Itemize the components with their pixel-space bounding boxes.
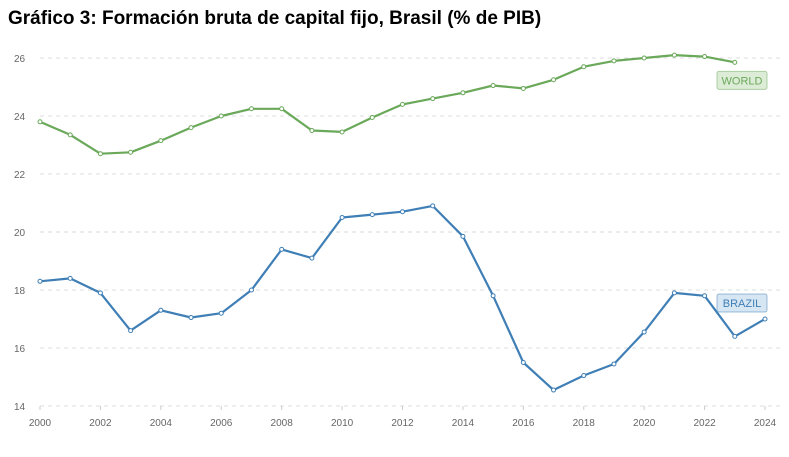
data-point-world[interactable]	[460, 90, 466, 96]
data-point-brazil[interactable]	[641, 329, 647, 335]
x-tick-label: 2022	[693, 418, 716, 429]
data-point-brazil[interactable]	[339, 215, 345, 220]
data-point-brazil[interactable]	[158, 307, 164, 313]
y-tick-label: 14	[14, 402, 26, 413]
x-tick-label: 2000	[29, 418, 52, 429]
data-point-brazil[interactable]	[279, 246, 285, 252]
data-point-world[interactable]	[37, 119, 43, 125]
data-point-world[interactable]	[309, 128, 315, 133]
x-tick-label: 2006	[210, 418, 233, 429]
x-tick-label: 2008	[271, 418, 294, 429]
data-point-world[interactable]	[551, 77, 557, 83]
y-tick-label: 18	[14, 286, 26, 297]
data-point-brazil[interactable]	[611, 361, 617, 367]
data-point-brazil[interactable]	[97, 290, 103, 296]
data-point-brazil[interactable]	[551, 387, 557, 393]
data-point-brazil[interactable]	[490, 293, 496, 299]
data-point-world[interactable]	[188, 125, 194, 131]
data-point-world[interactable]	[279, 106, 285, 112]
data-point-brazil[interactable]	[37, 278, 43, 284]
data-point-brazil[interactable]	[520, 360, 526, 365]
data-point-world[interactable]	[732, 59, 738, 65]
series-line-brazil	[39, 204, 766, 392]
data-point-world[interactable]	[158, 138, 164, 144]
data-point-brazil[interactable]	[671, 290, 677, 296]
x-tick-label: 2010	[331, 418, 354, 429]
data-point-brazil[interactable]	[67, 275, 73, 281]
x-tick-label: 2020	[633, 418, 656, 429]
data-point-brazil[interactable]	[309, 255, 315, 261]
data-point-brazil[interactable]	[581, 373, 587, 379]
y-tick-label: 24	[14, 112, 26, 123]
series-label-world: WORLD	[722, 75, 763, 87]
data-point-world[interactable]	[611, 58, 617, 64]
series-labels: WORLD BRAZIL	[716, 70, 768, 313]
y-tick-label: 22	[14, 170, 26, 181]
chart-title: Gráfico 3: Formación bruta de capital fi…	[8, 8, 542, 29]
data-point-brazil[interactable]	[188, 315, 194, 321]
grid-lines	[40, 57, 782, 407]
series-label-brazil: BRAZIL	[723, 298, 762, 310]
data-point-brazil[interactable]	[702, 293, 708, 299]
data-point-world[interactable]	[218, 113, 224, 119]
y-tick-label: 20	[14, 228, 26, 239]
data-point-world[interactable]	[339, 129, 345, 135]
data-point-world[interactable]	[369, 114, 375, 120]
data-point-world[interactable]	[248, 106, 254, 112]
data-point-brazil[interactable]	[430, 203, 436, 209]
data-point-world[interactable]	[128, 149, 134, 155]
data-point-brazil[interactable]	[400, 209, 405, 215]
series-group	[37, 52, 768, 393]
y-tick-label: 16	[14, 344, 26, 355]
x-tick-label: 2002	[89, 418, 112, 429]
data-point-world[interactable]	[400, 101, 405, 107]
data-point-world[interactable]	[671, 52, 677, 58]
data-point-world[interactable]	[97, 151, 103, 157]
series-label-box	[716, 293, 768, 313]
x-axis-ticks: 2000 2002 2004 2006 2008 2010 2012 2014 2016 2018…	[29, 406, 777, 429]
data-point-brazil[interactable]	[460, 233, 466, 239]
x-tick-label: 2024	[754, 418, 777, 429]
data-point-brazil[interactable]	[218, 310, 224, 316]
data-point-brazil[interactable]	[128, 328, 134, 334]
y-axis-ticks: 14 16 18 20 22 24 26	[14, 54, 26, 413]
x-tick-label: 2014	[452, 418, 475, 429]
data-point-world[interactable]	[67, 132, 73, 138]
x-tick-label: 2018	[573, 418, 596, 429]
data-point-brazil[interactable]	[248, 287, 254, 293]
data-point-world[interactable]	[581, 64, 587, 70]
data-point-world[interactable]	[641, 55, 647, 61]
series-line-world	[39, 53, 736, 155]
data-point-brazil[interactable]	[732, 333, 738, 339]
y-tick-label: 26	[14, 54, 26, 65]
data-point-world[interactable]	[490, 83, 496, 89]
data-point-world[interactable]	[430, 96, 436, 102]
x-tick-label: 2016	[512, 418, 535, 429]
data-point-world[interactable]	[520, 85, 526, 91]
series-label-box	[716, 70, 768, 90]
x-tick-label: 2004	[150, 418, 173, 429]
data-point-brazil[interactable]	[369, 212, 375, 218]
data-point-brazil[interactable]	[762, 316, 768, 322]
x-tick-label: 2012	[391, 418, 414, 429]
data-point-world[interactable]	[702, 54, 708, 60]
